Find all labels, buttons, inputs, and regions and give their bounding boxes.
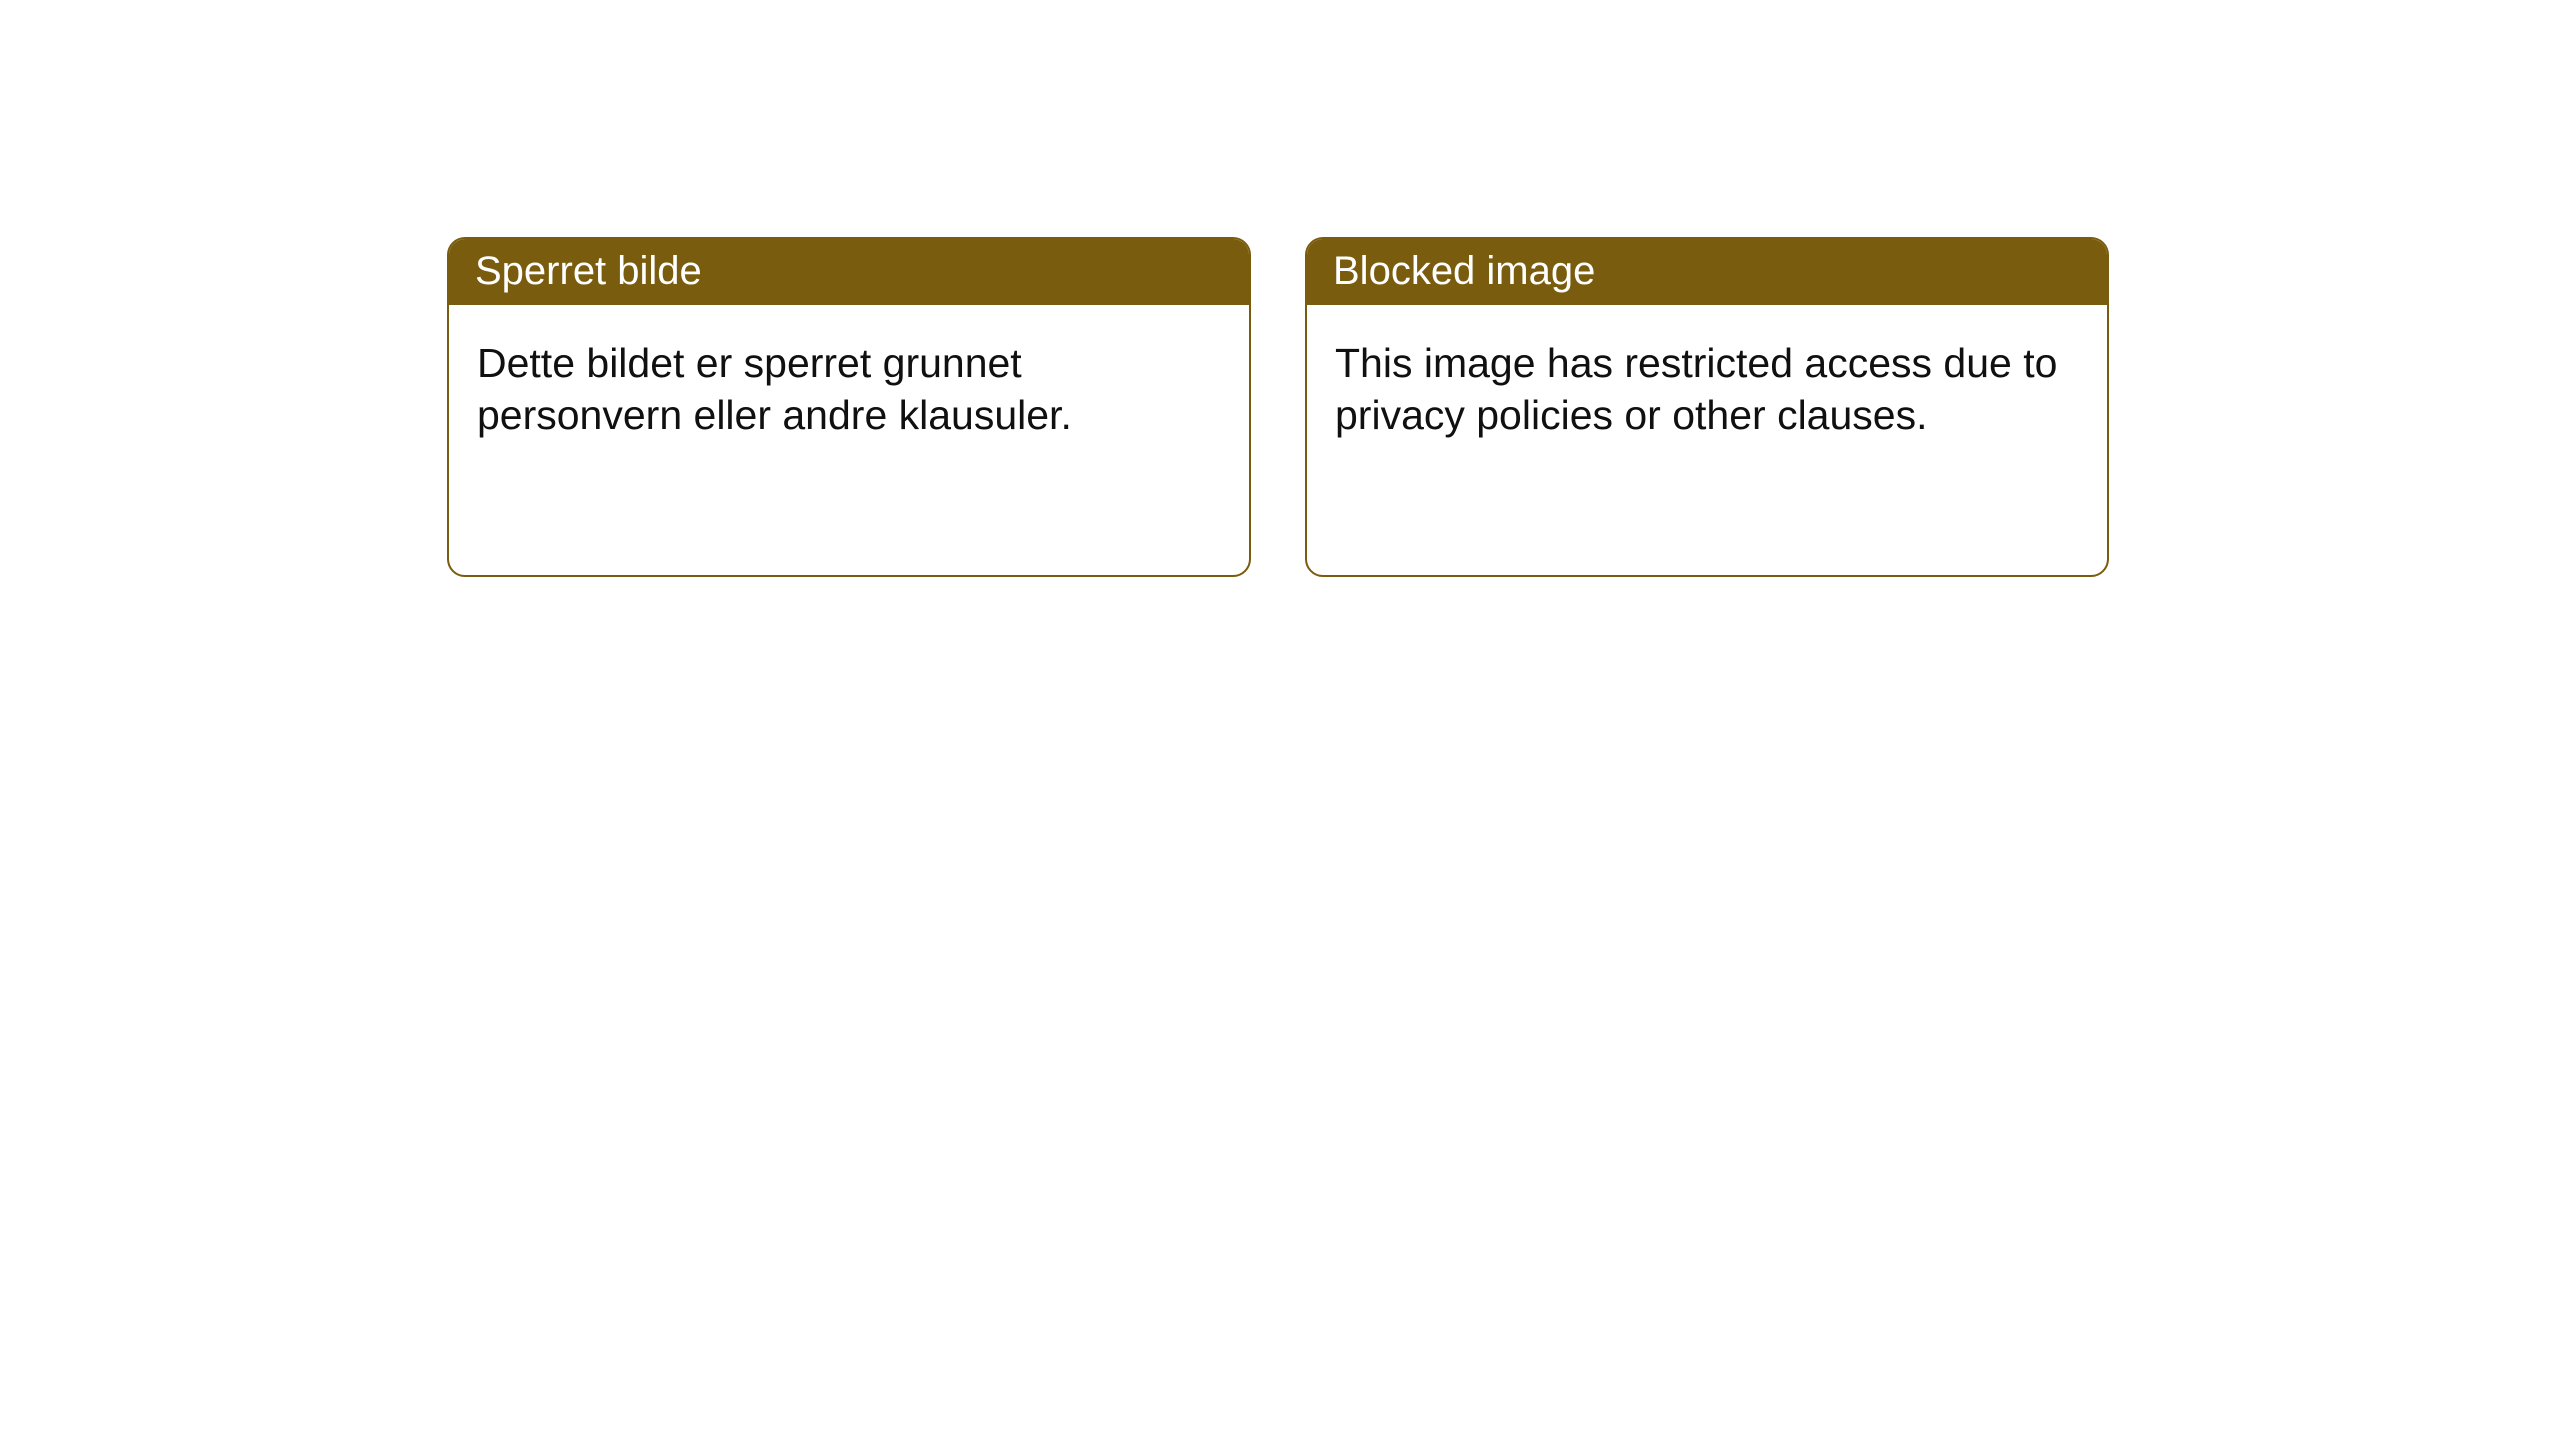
notice-body: Dette bildet er sperret grunnet personve… bbox=[449, 305, 1249, 473]
notice-header: Blocked image bbox=[1307, 239, 2107, 305]
notice-card-norwegian: Sperret bilde Dette bildet er sperret gr… bbox=[447, 237, 1251, 577]
notice-header: Sperret bilde bbox=[449, 239, 1249, 305]
notice-card-english: Blocked image This image has restricted … bbox=[1305, 237, 2109, 577]
notice-container: Sperret bilde Dette bildet er sperret gr… bbox=[447, 237, 2109, 577]
notice-body: This image has restricted access due to … bbox=[1307, 305, 2107, 473]
